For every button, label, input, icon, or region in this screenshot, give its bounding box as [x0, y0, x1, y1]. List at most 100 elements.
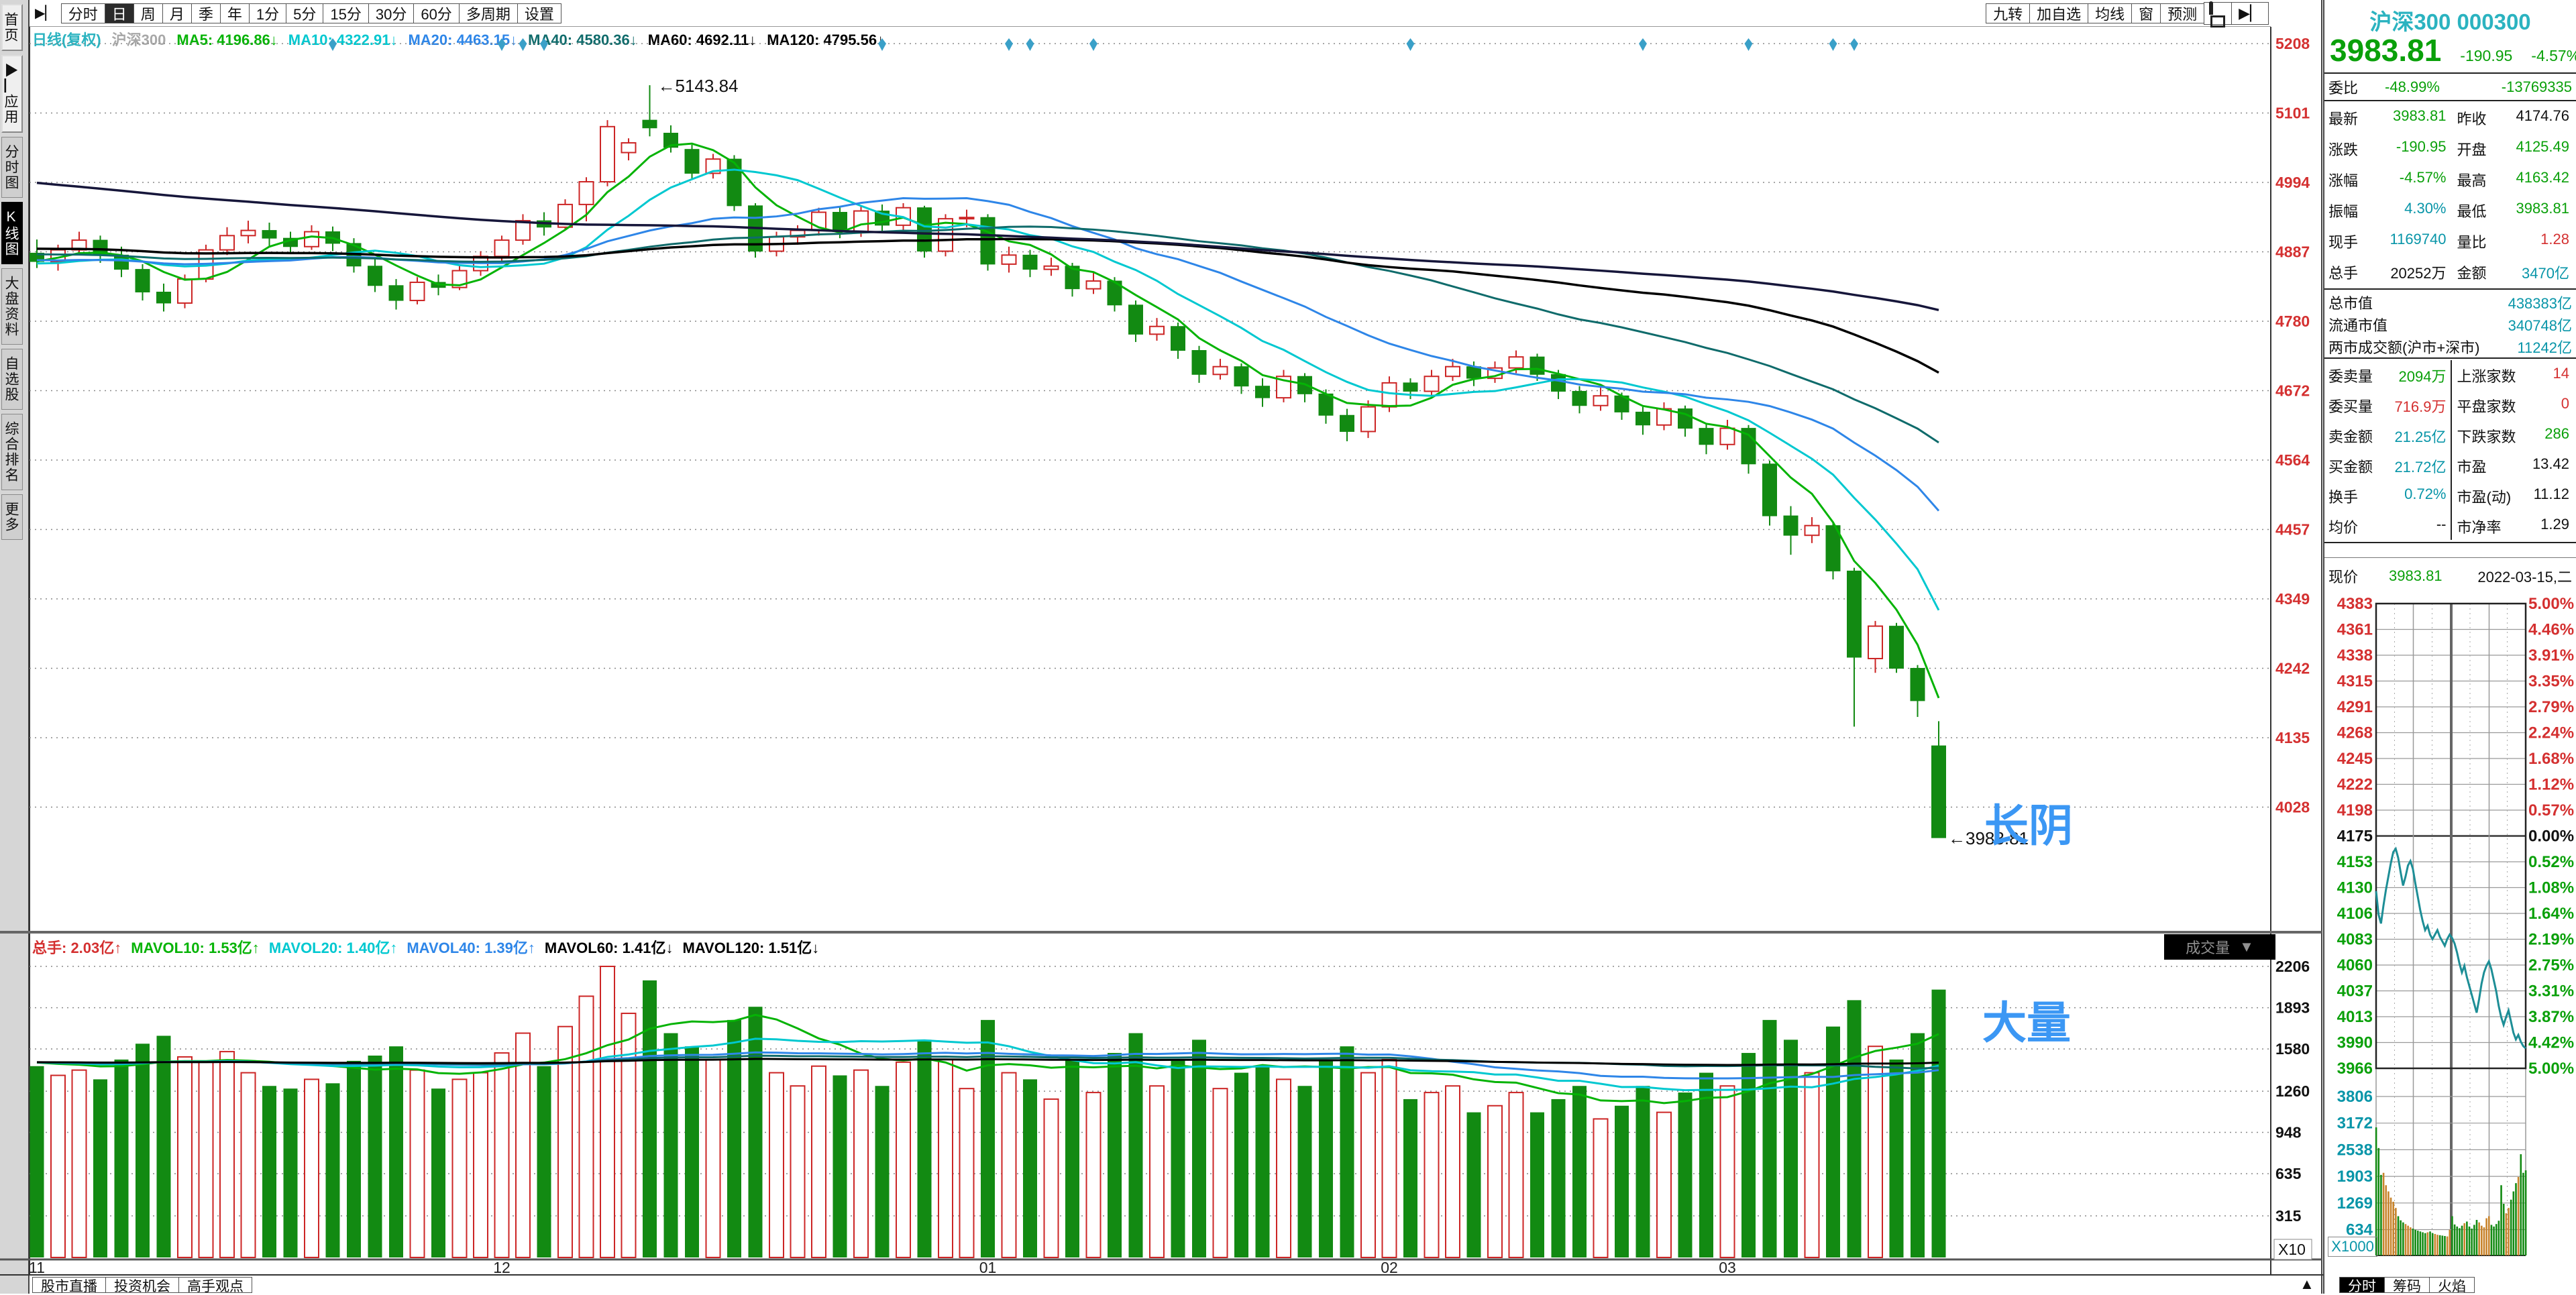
volume-bar-up[interactable] — [72, 1070, 87, 1257]
volume-bar-up[interactable] — [1277, 1079, 1291, 1257]
candle-down[interactable] — [1340, 415, 1354, 431]
candle-up[interactable] — [1361, 407, 1375, 432]
volume-bar-down[interactable] — [1065, 1060, 1079, 1257]
volume-bar-up[interactable] — [1425, 1092, 1439, 1257]
candle-up[interactable] — [1087, 281, 1101, 289]
candle-up[interactable] — [1721, 429, 1735, 445]
candle-down[interactable] — [1234, 367, 1248, 386]
volume-bar-up[interactable] — [1361, 1073, 1375, 1257]
volume-bar-down[interactable] — [1467, 1113, 1481, 1257]
volume-bar-down[interactable] — [1784, 1039, 1798, 1257]
candle-up[interactable] — [960, 217, 974, 219]
volume-bar-down[interactable] — [1298, 1086, 1312, 1257]
candle-down[interactable] — [1530, 357, 1544, 374]
scroll-up-icon[interactable]: ▲ — [2300, 1276, 2314, 1293]
volume-bar-up[interactable] — [516, 1033, 530, 1257]
volume-bar-down[interactable] — [1234, 1073, 1248, 1257]
volume-bar-down[interactable] — [537, 1066, 551, 1257]
volume-bar-up[interactable] — [220, 1052, 234, 1257]
candle-up[interactable] — [622, 143, 636, 153]
candle-up[interactable] — [1150, 327, 1164, 335]
candle-up[interactable] — [854, 211, 868, 232]
volume-bar-down[interactable] — [664, 1033, 678, 1257]
volume-bar-down[interactable] — [1826, 1027, 1840, 1257]
volume-bar-up[interactable] — [241, 1073, 256, 1257]
volume-bar-up[interactable] — [791, 1086, 805, 1257]
volume-bar-down[interactable] — [1192, 1039, 1206, 1257]
volume-bar-up[interactable] — [1002, 1073, 1016, 1257]
volume-bar-down[interactable] — [685, 1046, 699, 1257]
volume-bar-down[interactable] — [918, 1039, 932, 1257]
volume-bar-up[interactable] — [178, 1057, 192, 1257]
mini-tab-分时[interactable]: 分时 — [2339, 1277, 2385, 1293]
candle-down[interactable] — [136, 270, 150, 292]
candle-up[interactable] — [1002, 255, 1016, 264]
candle-up[interactable] — [580, 182, 594, 205]
candle-up[interactable] — [305, 232, 319, 247]
volume-bar-down[interactable] — [389, 1046, 403, 1257]
candle-down[interactable] — [918, 208, 932, 251]
candle-up[interactable] — [178, 279, 192, 303]
volume-bar-up[interactable] — [600, 966, 614, 1257]
candle-down[interactable] — [1572, 391, 1587, 405]
candle-down[interactable] — [1890, 626, 1904, 669]
candle-down[interactable] — [1763, 464, 1777, 516]
candle-up[interactable] — [220, 235, 234, 249]
candle-down[interactable] — [1192, 351, 1206, 375]
volume-bar-down[interactable] — [1678, 1092, 1693, 1257]
volume-bar-up[interactable] — [812, 1066, 826, 1257]
volume-bar-down[interactable] — [1741, 1053, 1756, 1257]
candle-down[interactable] — [1129, 305, 1143, 335]
candle-up[interactable] — [1868, 626, 1882, 659]
volume-bar-down[interactable] — [1319, 1060, 1333, 1257]
bottom-tab-高手观点[interactable]: 高手观点 — [178, 1277, 252, 1293]
candle-down[interactable] — [685, 150, 699, 174]
volume-bar-down[interactable] — [262, 1086, 276, 1257]
candle-up[interactable] — [241, 231, 256, 236]
candle-down[interactable] — [1699, 429, 1713, 445]
candle-down[interactable] — [981, 217, 995, 264]
volume-bar-down[interactable] — [1763, 1020, 1777, 1257]
volume-bar-up[interactable] — [1383, 1060, 1397, 1257]
candle-down[interactable] — [1784, 516, 1798, 535]
volume-bar-down[interactable] — [1340, 1046, 1354, 1257]
volume-bar-up[interactable] — [199, 1062, 213, 1257]
volume-bar-down[interactable] — [1847, 1000, 1862, 1257]
volume-bar-down[interactable] — [1932, 990, 1946, 1257]
volume-bar-down[interactable] — [1636, 1086, 1650, 1257]
volume-bar-up[interactable] — [474, 1073, 488, 1257]
volume-bar-up[interactable] — [1488, 1106, 1502, 1257]
volume-bar-down[interactable] — [1572, 1086, 1587, 1257]
candle-up[interactable] — [1044, 266, 1059, 270]
bottom-tab-股市直播[interactable]: 股市直播 — [32, 1277, 106, 1293]
volume-bar-up[interactable] — [938, 1060, 953, 1257]
candle-up[interactable] — [495, 240, 509, 256]
candle-down[interactable] — [1932, 746, 1946, 838]
volume-bar-down[interactable] — [431, 1088, 445, 1257]
volume-bar-down[interactable] — [1108, 1053, 1122, 1257]
volume-bar-up[interactable] — [1087, 1092, 1101, 1257]
volume-bar-down[interactable] — [643, 980, 657, 1257]
candle-down[interactable] — [1552, 374, 1566, 391]
volume-bar-down[interactable] — [1552, 1099, 1566, 1257]
volume-bar-up[interactable] — [1214, 1088, 1228, 1257]
candle-up[interactable] — [1594, 396, 1608, 406]
volume-bar-up[interactable] — [960, 1088, 974, 1257]
volume-bar-up[interactable] — [1594, 1119, 1608, 1257]
volume-bar-down[interactable] — [1171, 1060, 1185, 1257]
volume-bar-up[interactable] — [854, 1070, 868, 1257]
candle-down[interactable] — [157, 292, 171, 302]
volume-bar-down[interactable] — [157, 1035, 171, 1257]
volume-bar-up[interactable] — [1150, 1086, 1164, 1257]
volume-bar-down[interactable] — [875, 1086, 890, 1257]
volume-bar-down[interactable] — [347, 1061, 361, 1257]
volume-bar-down[interactable] — [30, 1066, 44, 1257]
volume-bar-up[interactable] — [495, 1053, 509, 1257]
candle-down[interactable] — [833, 212, 847, 231]
volume-bar-down[interactable] — [136, 1044, 150, 1257]
volume-bar-up[interactable] — [411, 1070, 425, 1257]
volume-bar-down[interactable] — [284, 1088, 298, 1257]
kline-chart[interactable]: 5208510149944887478046724564445743494242… — [0, 0, 2323, 1294]
volume-bar-down[interactable] — [1699, 1073, 1713, 1257]
